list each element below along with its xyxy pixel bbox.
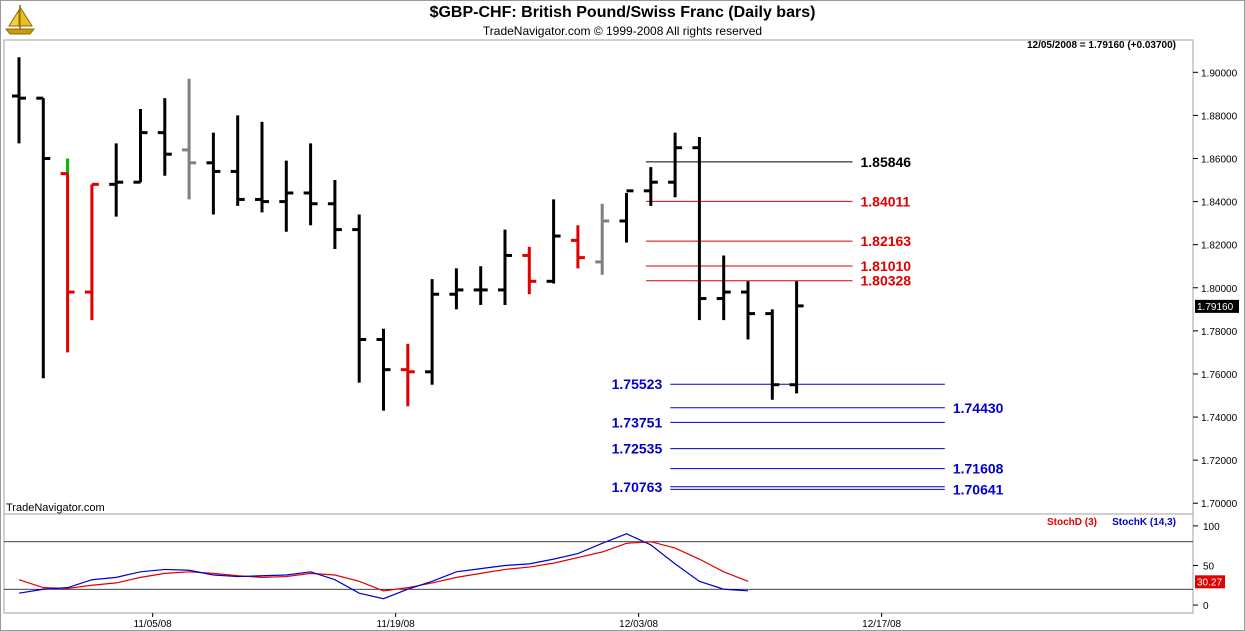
stoch-series-line [18,541,749,592]
stoch-last-box [1195,575,1225,589]
x-tick-label: 11/19/08 [377,619,416,630]
ohlc-bar [716,255,731,321]
level-label: 1.71608 [953,461,1004,477]
level-label: 1.81010 [860,258,911,274]
last-price-box [1195,299,1239,313]
stochd-legend: StochD (3) [1047,517,1097,528]
main-panel-frame [3,39,1194,515]
ohlc-bar [449,268,464,310]
ohlc-bar [133,108,148,184]
sailboat-logo-icon [4,5,36,35]
level-label: 1.82163 [860,233,911,249]
ohlc-bar [668,132,683,198]
price-tick-label: 1.78000 [1201,327,1238,338]
ohlc-bar [473,266,488,306]
ohlc-bar [643,167,658,206]
stoch-series-line [18,533,749,600]
x-tick-label: 12/03/08 [619,619,658,630]
last-price-label: 1.79160 [1197,302,1234,313]
level-label: 1.80328 [860,273,911,289]
price-tick-label: 1.88000 [1201,111,1238,122]
chart-subtitle: TradeNavigator.com © 1999-2008 All right… [482,24,763,38]
ohlc-bar [619,189,634,243]
level-label: 1.85846 [860,154,911,170]
plot-frames [3,39,1194,614]
ohlc-bar [546,199,561,284]
price-tick-label: 1.82000 [1201,241,1238,252]
stoch-tick-label: 100 [1203,522,1220,533]
price-tick-label: 1.72000 [1201,456,1238,467]
ohlc-bar [255,121,269,213]
stoch-tick-label: 50 [1203,561,1215,572]
ohlc-bar [741,281,755,340]
ohlc-bar [279,160,294,232]
ohlc-bar [157,98,172,176]
ohlc-bar [12,57,26,144]
price-tick-label: 1.90000 [1201,68,1238,79]
ohlc-bar [789,281,804,394]
ohlc-bar [60,158,75,353]
price-tick-label: 1.70000 [1201,499,1238,510]
ohlc-bar [182,78,197,200]
ohlc-bar [595,203,610,275]
ohlc-bar [327,180,342,249]
ohlc-bar [376,328,391,411]
watermark: TradeNavigator.com [6,502,105,514]
price-tick-label: 1.80000 [1201,284,1238,295]
ohlc-bar [570,225,585,269]
ohlc-bar [36,96,51,379]
price-tick-label: 1.84000 [1201,198,1238,209]
level-label: 1.74430 [953,400,1004,416]
ohlc-bar [303,143,318,226]
level-label: 1.72535 [612,441,663,457]
ohlc-bar [425,279,440,385]
ohlc-bar [109,143,124,217]
price-tick-label: 1.76000 [1201,370,1238,381]
ohlc-bar [230,115,245,206]
ohlc-bar [692,136,707,321]
level-label: 1.73751 [612,414,663,430]
x-tick-label: 11/05/08 [134,619,173,630]
ohlc-bar [498,229,512,306]
ohlc-bar [522,246,537,295]
stochastic-panel [4,533,1193,600]
x-tick-label: 12/17/08 [862,619,901,630]
level-label: 1.70763 [612,479,663,495]
ohlc-bar [765,309,780,400]
price-tick-label: 1.74000 [1201,413,1238,424]
stoch-tick-label: 0 [1203,601,1209,612]
price-tick-label: 1.86000 [1201,155,1238,166]
stoch-last-label: 30.27 [1197,577,1222,588]
ohlc-bar [84,182,99,321]
level-label: 1.75523 [612,376,663,392]
quote-readout: 12/05/2008 = 1.79160 (+0.03700) [1027,40,1176,51]
ohlc-bar [352,214,367,383]
axes: 1.70000 1.72000 1.74000 1.76000 1.78000 1.800… [134,68,1239,630]
stochk-legend: StochK (14,3) [1112,517,1176,528]
ohlc-bar [206,132,221,215]
level-label: 1.70641 [953,481,1004,497]
chart-title: $GBP-CHF: British Pound/Swiss Franc (Dai… [429,4,816,21]
level-label: 1.84011 [860,193,910,209]
stoch-panel-frame [3,513,1194,614]
ohlc-bar [400,343,415,407]
ohlc-bars [12,57,804,411]
